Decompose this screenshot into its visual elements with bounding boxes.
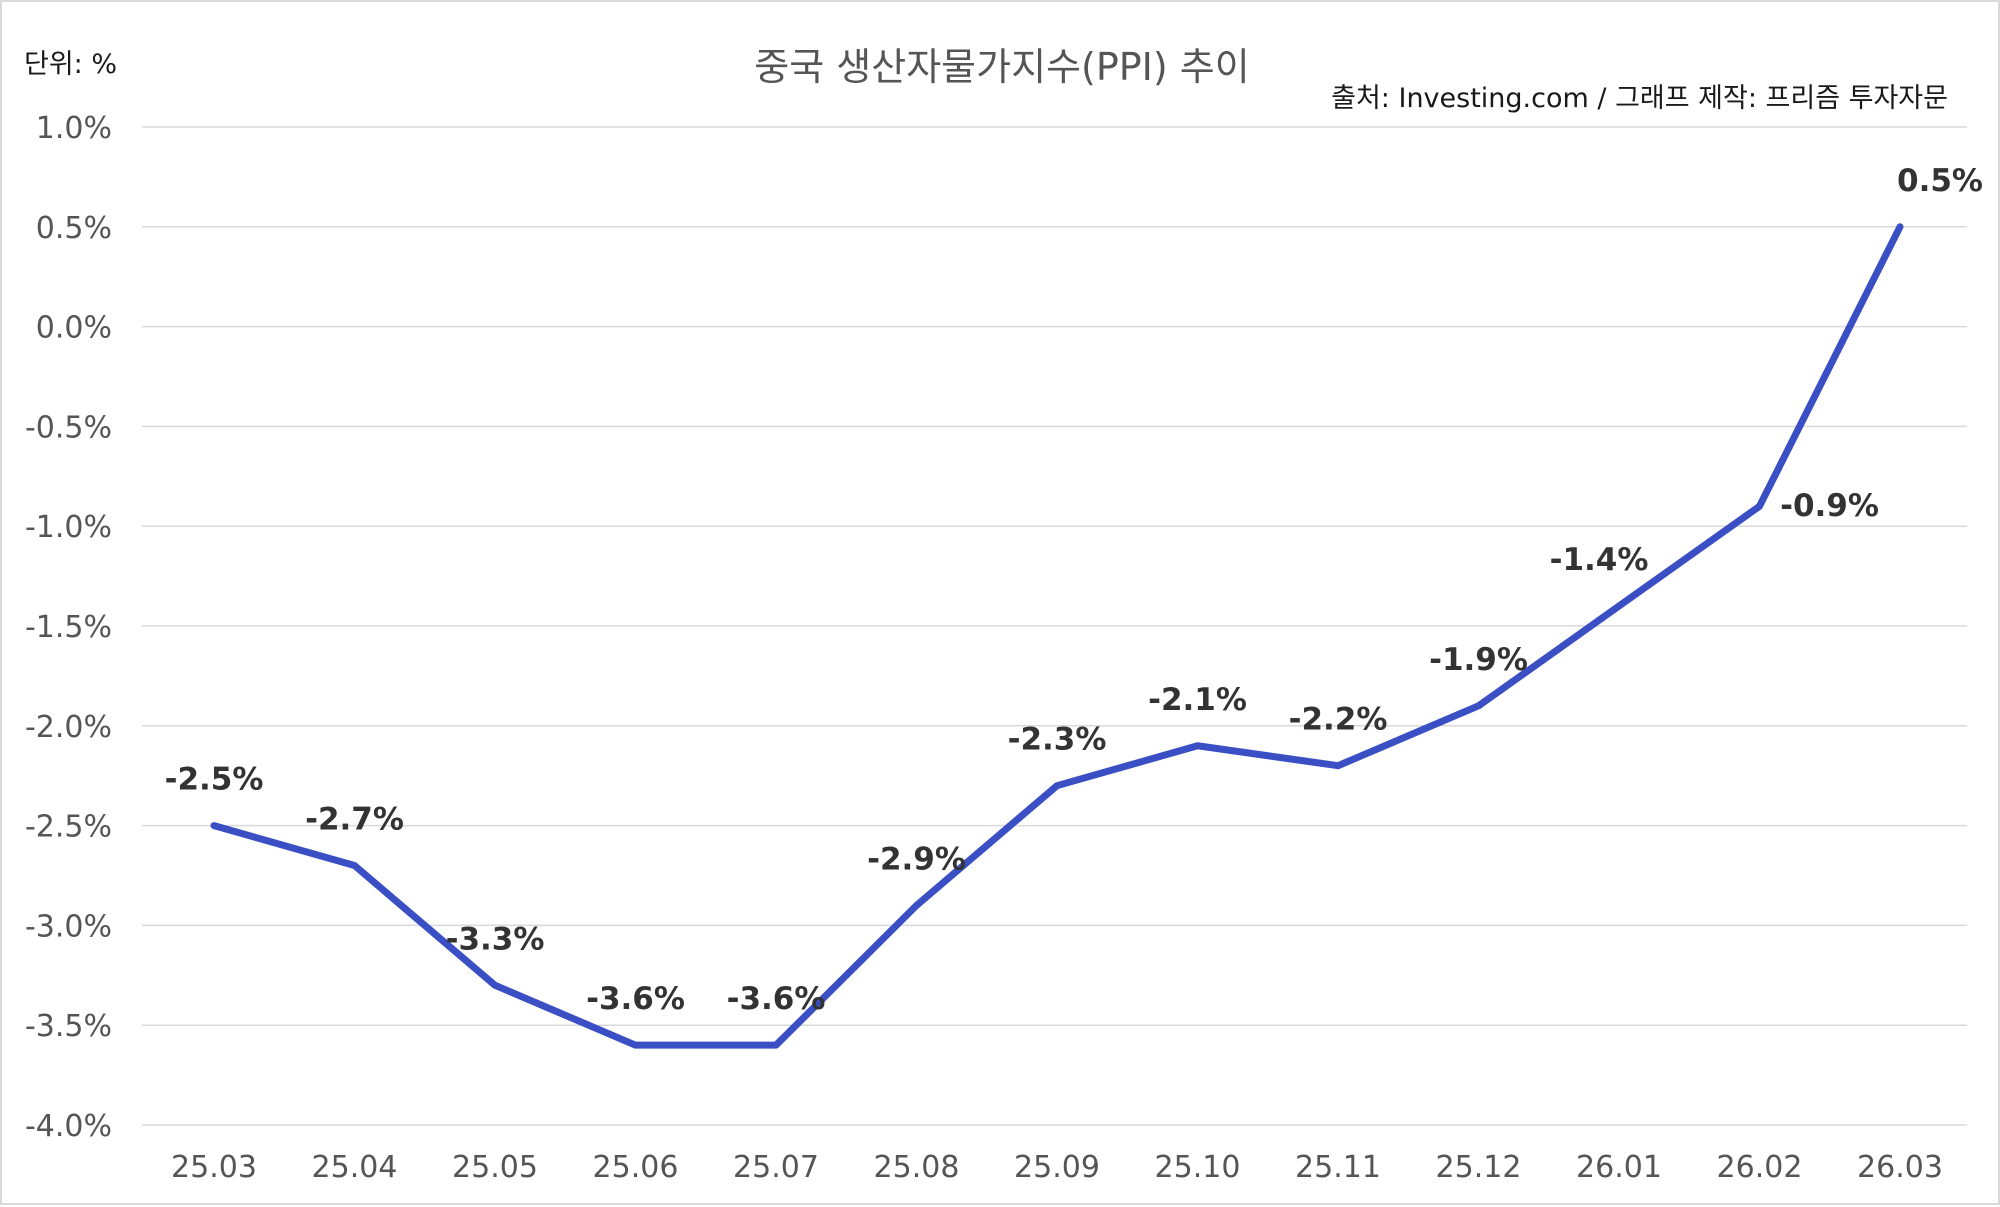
data-label: -2.3% bbox=[1008, 722, 1107, 758]
y-tick-label: -4.0% bbox=[25, 1109, 112, 1144]
x-tick-label: 25.04 bbox=[312, 1150, 398, 1185]
data-label: -3.6% bbox=[727, 981, 826, 1017]
x-tick-label: 25.08 bbox=[874, 1150, 960, 1185]
y-tick-label: 1.0% bbox=[36, 111, 112, 146]
x-axis-ticks: 25.03 25.04 25.05 25.06 25.07 25.08 25.09 25.10… bbox=[171, 1150, 1943, 1185]
data-labels: -2.5% -2.7% -3.3% -3.6% -3.6% -2.9% -2.3% -2.1%… bbox=[165, 163, 1983, 1017]
x-tick-label: 25.12 bbox=[1436, 1150, 1522, 1185]
y-tick-label: 0.5% bbox=[36, 211, 112, 246]
data-label: -2.1% bbox=[1148, 682, 1247, 718]
x-tick-label: 25.10 bbox=[1155, 1150, 1241, 1185]
data-label: -1.4% bbox=[1550, 542, 1649, 578]
x-tick-label: 26.02 bbox=[1717, 1150, 1803, 1185]
y-tick-label: -1.5% bbox=[25, 610, 112, 645]
data-label: 0.5% bbox=[1897, 163, 1983, 199]
y-tick-label: -3.0% bbox=[25, 909, 112, 944]
data-label: -3.6% bbox=[586, 981, 685, 1017]
data-label: -2.5% bbox=[165, 762, 264, 798]
x-tick-label: 26.01 bbox=[1576, 1150, 1662, 1185]
grid-layer bbox=[142, 127, 1967, 1125]
data-label: -2.7% bbox=[305, 802, 404, 838]
y-tick-label: -0.5% bbox=[25, 410, 112, 445]
data-label: -2.9% bbox=[867, 841, 966, 877]
y-tick-label: -2.5% bbox=[25, 810, 112, 845]
y-tick-label: 0.0% bbox=[36, 311, 112, 346]
x-tick-label: 25.06 bbox=[593, 1150, 679, 1185]
data-label: -1.9% bbox=[1429, 642, 1528, 678]
x-tick-label: 25.11 bbox=[1295, 1150, 1381, 1185]
data-label: -3.3% bbox=[446, 921, 545, 957]
x-tick-label: 26.03 bbox=[1857, 1150, 1943, 1185]
data-label: -0.9% bbox=[1780, 488, 1879, 524]
y-tick-label: -1.0% bbox=[25, 510, 112, 545]
y-tick-label: -3.5% bbox=[25, 1009, 112, 1044]
x-tick-label: 25.05 bbox=[452, 1150, 538, 1185]
x-tick-label: 25.09 bbox=[1014, 1150, 1100, 1185]
x-tick-label: 25.07 bbox=[733, 1150, 819, 1185]
data-label: -2.2% bbox=[1289, 702, 1388, 738]
y-axis-ticks: 1.0% 0.5% 0.0% -0.5% -1.0% -1.5% -2.0% -2.5% -3.… bbox=[25, 111, 112, 1144]
y-tick-label: -2.0% bbox=[25, 710, 112, 745]
x-tick-label: 25.03 bbox=[171, 1150, 257, 1185]
